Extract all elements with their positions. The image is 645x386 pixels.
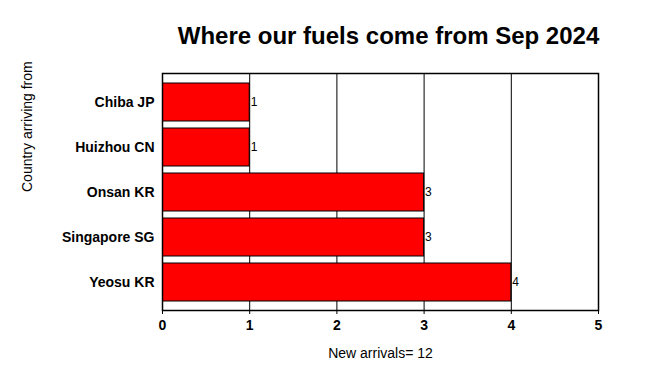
svg-text:Yeosu KR: Yeosu KR (89, 274, 154, 290)
svg-text:3: 3 (420, 317, 428, 333)
svg-text:1: 1 (251, 95, 258, 109)
svg-text:5: 5 (595, 317, 603, 333)
svg-text:2: 2 (333, 317, 341, 333)
svg-text:1: 1 (251, 140, 258, 154)
svg-text:New arrivals= 12: New arrivals= 12 (328, 345, 433, 361)
svg-text:Singapore SG: Singapore SG (62, 229, 155, 245)
svg-text:4: 4 (507, 317, 515, 333)
svg-text:4: 4 (512, 275, 519, 289)
svg-text:Country arriving from: Country arriving from (19, 61, 35, 192)
html-text:Where our fuels come from Sep: Where our fuels come from Sep 2024 (177, 22, 600, 49)
svg-text:3: 3 (425, 230, 432, 244)
svg-text:1: 1 (246, 317, 254, 333)
svg-text:Chiba JP: Chiba JP (95, 94, 155, 110)
svg-text:Huizhou CN: Huizhou CN (75, 139, 154, 155)
svg-text:Onsan KR: Onsan KR (87, 184, 155, 200)
svg-text:0: 0 (159, 317, 167, 333)
svg-text:3: 3 (425, 185, 432, 199)
